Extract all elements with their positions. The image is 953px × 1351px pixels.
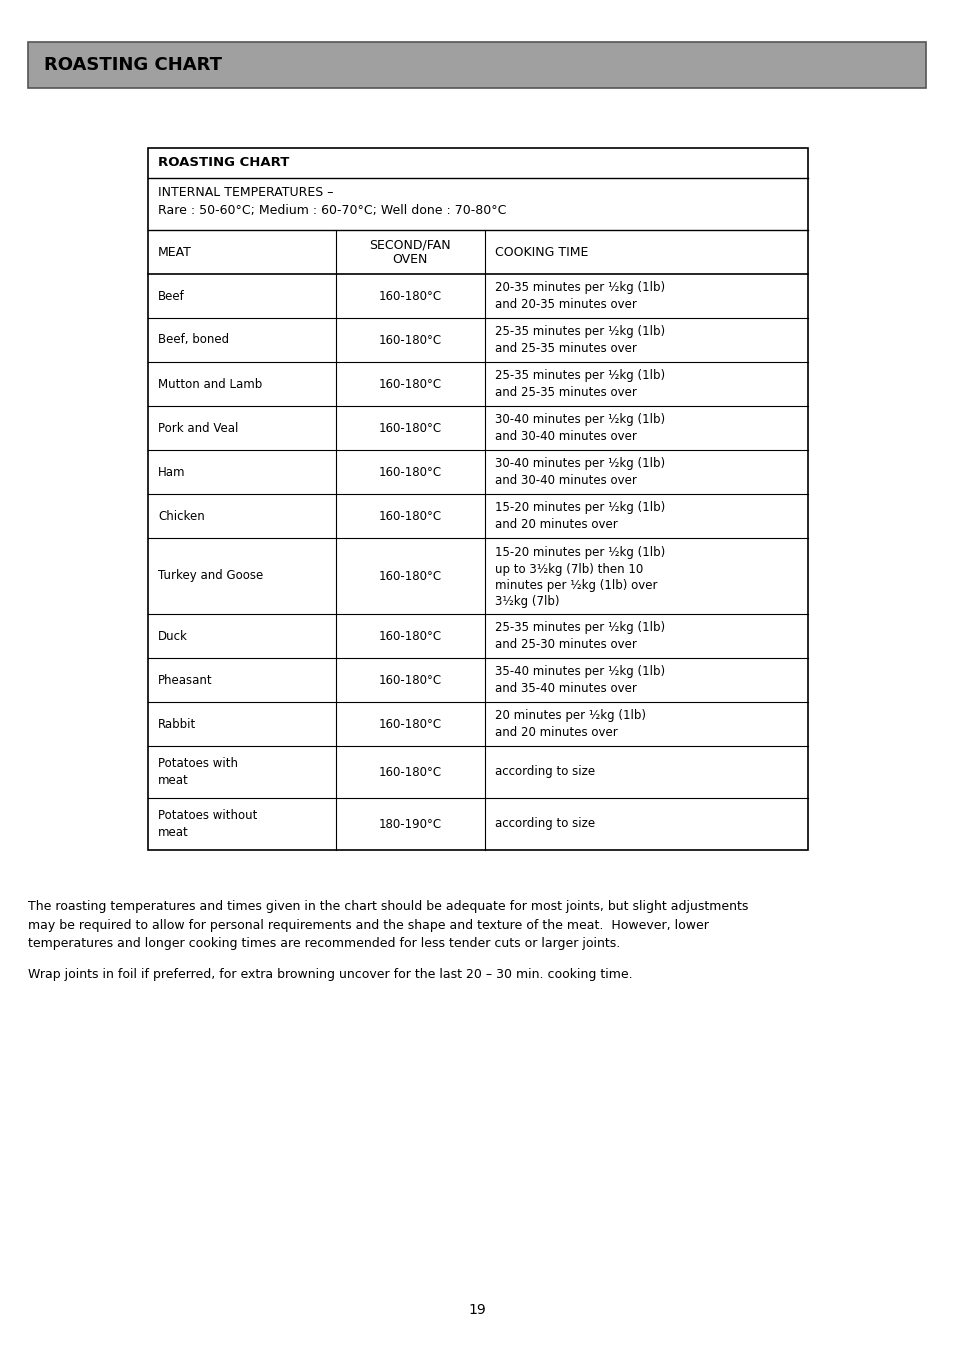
- Text: Ham: Ham: [158, 466, 185, 478]
- Text: Wrap joints in foil if preferred, for extra browning uncover for the last 20 – 3: Wrap joints in foil if preferred, for ex…: [28, 969, 632, 981]
- Text: ROASTING CHART: ROASTING CHART: [158, 157, 289, 169]
- Text: 160-180°C: 160-180°C: [378, 289, 441, 303]
- Text: 15-20 minutes per ½kg (1lb)
up to 3½kg (7lb) then 10
minutes per ½kg (1lb) over
: 15-20 minutes per ½kg (1lb) up to 3½kg (…: [494, 546, 664, 608]
- Text: 30-40 minutes per ½kg (1lb)
and 30-40 minutes over: 30-40 minutes per ½kg (1lb) and 30-40 mi…: [494, 457, 664, 486]
- Text: 30-40 minutes per ½kg (1lb)
and 30-40 minutes over: 30-40 minutes per ½kg (1lb) and 30-40 mi…: [494, 413, 664, 443]
- Text: SECOND/FAN
OVEN: SECOND/FAN OVEN: [369, 238, 451, 266]
- Text: Chicken: Chicken: [158, 509, 205, 523]
- Text: ROASTING CHART: ROASTING CHART: [44, 55, 222, 74]
- Text: 160-180°C: 160-180°C: [378, 630, 441, 643]
- Text: 160-180°C: 160-180°C: [378, 717, 441, 731]
- Text: 160-180°C: 160-180°C: [378, 509, 441, 523]
- Text: Potatoes with
meat: Potatoes with meat: [158, 758, 237, 786]
- Text: 180-190°C: 180-190°C: [378, 817, 441, 831]
- Text: Duck: Duck: [158, 630, 188, 643]
- Text: Potatoes without
meat: Potatoes without meat: [158, 809, 257, 839]
- Text: 160-180°C: 160-180°C: [378, 422, 441, 435]
- Text: 20 minutes per ½kg (1lb)
and 20 minutes over: 20 minutes per ½kg (1lb) and 20 minutes …: [494, 709, 645, 739]
- Text: 160-180°C: 160-180°C: [378, 766, 441, 778]
- Text: Turkey and Goose: Turkey and Goose: [158, 570, 263, 582]
- Text: Rabbit: Rabbit: [158, 717, 196, 731]
- Text: The roasting temperatures and times given in the chart should be adequate for mo: The roasting temperatures and times give…: [28, 900, 747, 950]
- Text: 35-40 minutes per ½kg (1lb)
and 35-40 minutes over: 35-40 minutes per ½kg (1lb) and 35-40 mi…: [494, 665, 664, 694]
- Text: Beef: Beef: [158, 289, 185, 303]
- Text: according to size: according to size: [494, 766, 594, 778]
- Bar: [148, 149, 807, 850]
- Text: COOKING TIME: COOKING TIME: [494, 246, 587, 258]
- Text: Pork and Veal: Pork and Veal: [158, 422, 238, 435]
- Text: INTERNAL TEMPERATURES –
Rare : 50-60°C; Medium : 60-70°C; Well done : 70-80°C: INTERNAL TEMPERATURES – Rare : 50-60°C; …: [158, 186, 506, 218]
- Text: 160-180°C: 160-180°C: [378, 570, 441, 582]
- Text: 160-180°C: 160-180°C: [378, 377, 441, 390]
- Text: 160-180°C: 160-180°C: [378, 334, 441, 346]
- Text: 25-35 minutes per ½kg (1lb)
and 25-35 minutes over: 25-35 minutes per ½kg (1lb) and 25-35 mi…: [494, 326, 664, 355]
- Text: Beef, boned: Beef, boned: [158, 334, 229, 346]
- Text: 160-180°C: 160-180°C: [378, 674, 441, 686]
- Text: 20-35 minutes per ½kg (1lb)
and 20-35 minutes over: 20-35 minutes per ½kg (1lb) and 20-35 mi…: [494, 281, 664, 311]
- Text: according to size: according to size: [494, 817, 594, 831]
- Text: 160-180°C: 160-180°C: [378, 466, 441, 478]
- Text: 25-35 minutes per ½kg (1lb)
and 25-35 minutes over: 25-35 minutes per ½kg (1lb) and 25-35 mi…: [494, 369, 664, 399]
- Text: Pheasant: Pheasant: [158, 674, 213, 686]
- Text: 25-35 minutes per ½kg (1lb)
and 25-30 minutes over: 25-35 minutes per ½kg (1lb) and 25-30 mi…: [494, 621, 664, 651]
- Text: Mutton and Lamb: Mutton and Lamb: [158, 377, 262, 390]
- Text: MEAT: MEAT: [158, 246, 192, 258]
- Bar: [28, 42, 925, 88]
- Text: 19: 19: [468, 1302, 485, 1317]
- Text: 15-20 minutes per ½kg (1lb)
and 20 minutes over: 15-20 minutes per ½kg (1lb) and 20 minut…: [494, 501, 664, 531]
